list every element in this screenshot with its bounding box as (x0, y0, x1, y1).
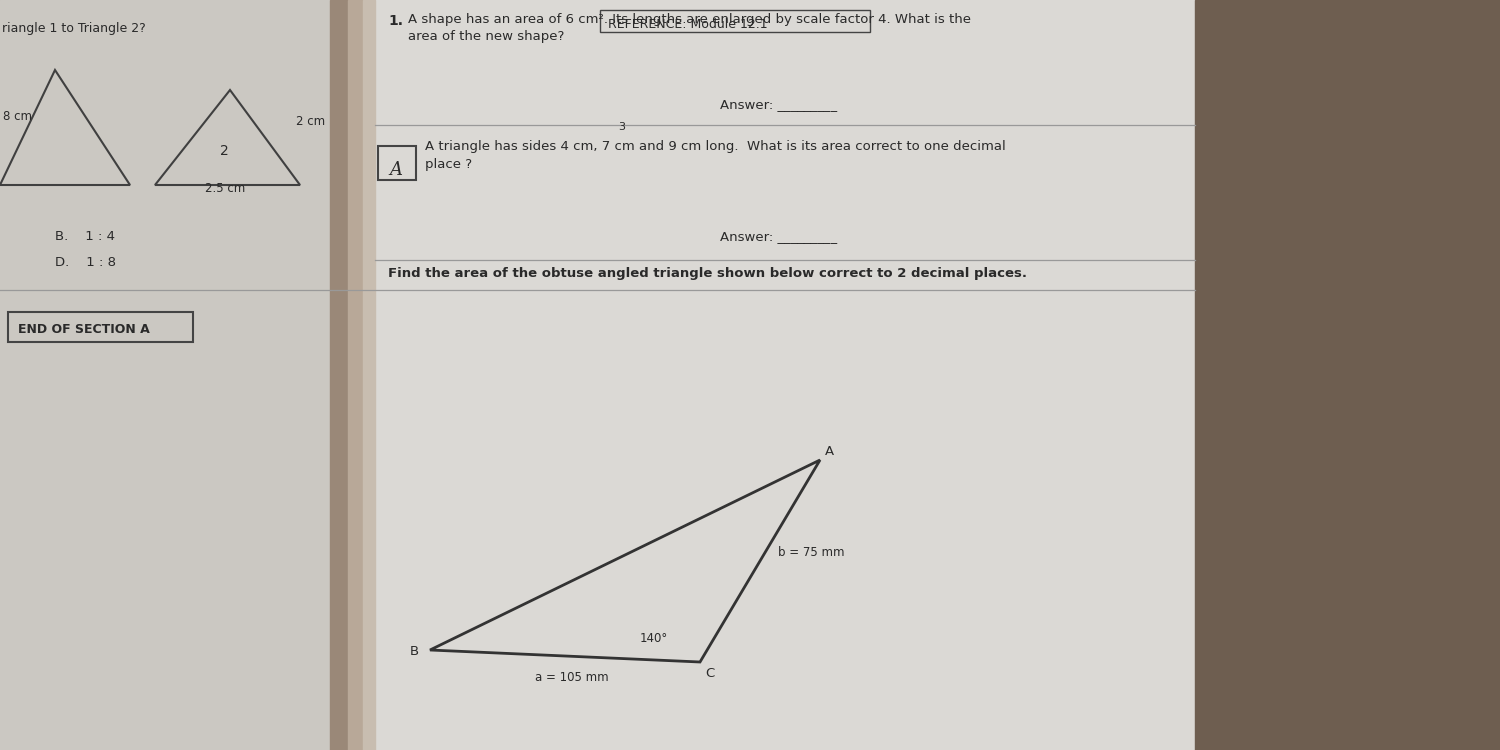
Text: area of the new shape?: area of the new shape? (408, 30, 564, 43)
Text: 2: 2 (220, 144, 228, 158)
Text: Answer: _________: Answer: _________ (720, 98, 837, 111)
Text: 2.5 cm: 2.5 cm (206, 182, 246, 195)
Bar (8, 312, 194, 342)
Bar (375, 0, 1196, 750)
Text: A shape has an area of 6 cm². Its lengths are enlarged by scale factor 4. What i: A shape has an area of 6 cm². Its length… (408, 13, 970, 26)
Text: B.    1 : 4: B. 1 : 4 (56, 230, 116, 243)
Text: B: B (410, 645, 419, 658)
Text: END OF SECTION A: END OF SECTION A (18, 323, 150, 336)
Bar (378, 146, 416, 180)
Text: b = 75 mm: b = 75 mm (778, 546, 844, 559)
Bar (600, 10, 870, 32)
Text: REFERENCE: Module 12.1: REFERENCE: Module 12.1 (608, 18, 768, 31)
Bar (348, 0, 363, 750)
Bar (363, 0, 375, 750)
Text: a = 105 mm: a = 105 mm (536, 671, 609, 684)
Text: 8 cm: 8 cm (3, 110, 32, 123)
Text: 3: 3 (618, 122, 626, 132)
Text: Answer: _________: Answer: _________ (720, 230, 837, 243)
Text: place ?: place ? (424, 158, 472, 171)
Text: Find the area of the obtuse angled triangle shown below correct to 2 decimal pla: Find the area of the obtuse angled trian… (388, 267, 1028, 280)
Text: 140°: 140° (640, 632, 669, 645)
Text: C: C (705, 667, 714, 680)
Text: A: A (825, 445, 834, 458)
Text: 2 cm: 2 cm (296, 115, 326, 128)
Text: A triangle has sides 4 cm, 7 cm and 9 cm long.  What is its area correct to one : A triangle has sides 4 cm, 7 cm and 9 cm… (424, 140, 1005, 153)
Text: A: A (388, 161, 402, 179)
Bar (330, 0, 348, 750)
Text: 1.: 1. (388, 14, 404, 28)
Bar (1196, 0, 1500, 750)
Text: D.    1 : 8: D. 1 : 8 (56, 256, 116, 269)
Bar (0, 0, 330, 750)
Text: riangle 1 to Triangle 2?: riangle 1 to Triangle 2? (2, 22, 146, 35)
